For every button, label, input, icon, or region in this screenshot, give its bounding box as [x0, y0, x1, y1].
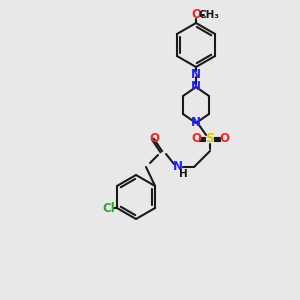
Text: H: H [178, 169, 188, 179]
Text: S: S [206, 133, 214, 146]
Text: N: N [191, 68, 201, 80]
Text: Cl: Cl [103, 202, 115, 214]
Text: O: O [191, 8, 201, 22]
Text: O: O [219, 133, 229, 146]
Text: N: N [173, 160, 183, 173]
Text: N: N [191, 116, 201, 130]
Text: CH₃: CH₃ [199, 10, 220, 20]
Text: O: O [191, 133, 201, 146]
Text: N: N [191, 80, 201, 94]
Text: O: O [149, 133, 159, 146]
